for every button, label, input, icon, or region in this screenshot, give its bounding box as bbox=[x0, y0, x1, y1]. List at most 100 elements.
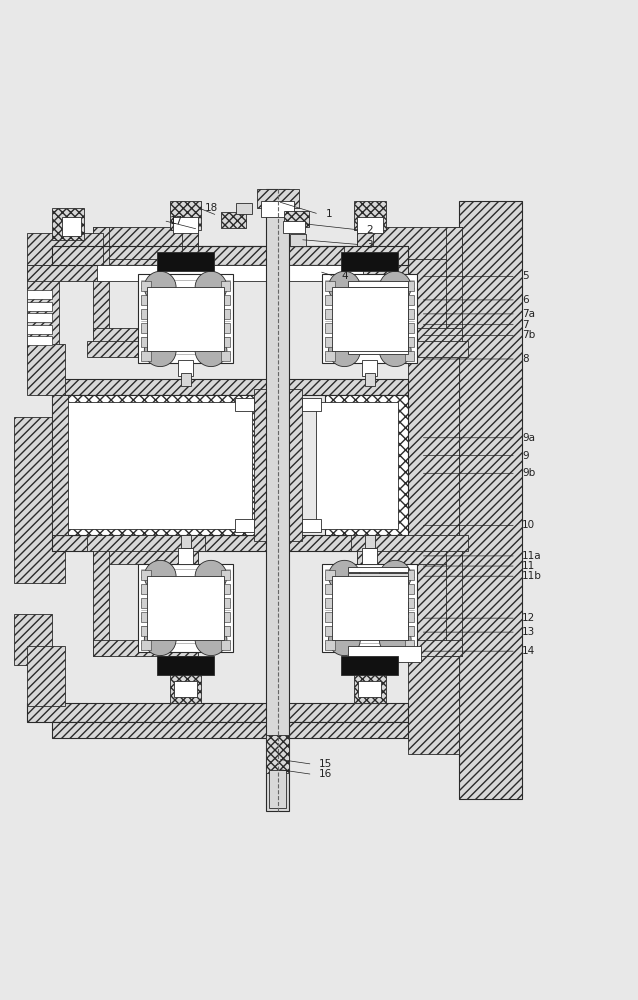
Text: 17: 17 bbox=[170, 216, 183, 226]
Bar bbox=[365, 535, 375, 548]
Bar bbox=[27, 646, 65, 706]
Bar bbox=[446, 227, 462, 335]
Bar bbox=[348, 573, 408, 578]
Bar bbox=[27, 344, 65, 395]
Bar bbox=[348, 567, 408, 572]
Circle shape bbox=[195, 624, 227, 656]
Bar bbox=[178, 360, 193, 376]
Text: 10: 10 bbox=[523, 520, 535, 530]
Circle shape bbox=[329, 624, 360, 656]
Bar bbox=[27, 325, 52, 334]
Bar bbox=[94, 328, 198, 344]
Bar bbox=[94, 548, 109, 656]
Bar bbox=[357, 548, 462, 564]
Bar bbox=[362, 548, 378, 564]
Bar bbox=[348, 579, 408, 584]
Text: 9: 9 bbox=[523, 451, 529, 461]
Circle shape bbox=[195, 335, 227, 367]
Bar bbox=[221, 323, 230, 333]
Bar bbox=[348, 289, 408, 294]
Bar bbox=[404, 570, 414, 580]
Bar bbox=[357, 227, 373, 335]
Bar bbox=[141, 323, 151, 333]
Text: 13: 13 bbox=[523, 627, 535, 637]
Bar bbox=[52, 246, 408, 265]
Bar bbox=[256, 189, 299, 208]
Circle shape bbox=[380, 624, 411, 656]
Bar bbox=[269, 770, 286, 808]
Text: 12: 12 bbox=[523, 613, 535, 623]
Bar bbox=[141, 640, 151, 650]
Bar bbox=[27, 265, 59, 354]
Bar bbox=[94, 227, 109, 335]
Bar bbox=[52, 395, 68, 535]
Circle shape bbox=[144, 271, 176, 303]
Circle shape bbox=[144, 624, 176, 656]
Bar bbox=[221, 584, 230, 594]
Bar bbox=[52, 246, 408, 265]
Text: 18: 18 bbox=[205, 203, 218, 213]
Bar bbox=[357, 328, 462, 344]
Bar bbox=[94, 227, 198, 259]
Bar bbox=[141, 570, 151, 580]
Bar bbox=[138, 274, 234, 363]
Bar bbox=[253, 389, 302, 541]
Bar bbox=[52, 722, 408, 738]
Bar bbox=[325, 395, 408, 535]
Circle shape bbox=[144, 560, 176, 592]
Bar bbox=[266, 735, 289, 773]
Bar bbox=[141, 598, 151, 608]
Circle shape bbox=[329, 560, 360, 592]
Bar bbox=[27, 336, 52, 345]
Bar bbox=[404, 295, 414, 305]
Bar bbox=[341, 656, 398, 675]
Bar bbox=[182, 227, 198, 335]
Bar bbox=[181, 373, 191, 386]
Bar bbox=[351, 341, 468, 357]
Bar bbox=[332, 287, 408, 351]
Bar bbox=[181, 535, 191, 548]
Bar bbox=[62, 217, 81, 236]
Bar bbox=[173, 217, 198, 233]
Circle shape bbox=[329, 271, 360, 303]
Bar bbox=[302, 519, 321, 532]
Bar bbox=[348, 302, 408, 307]
Circle shape bbox=[195, 560, 227, 592]
Circle shape bbox=[380, 335, 411, 367]
Bar bbox=[354, 672, 386, 703]
Bar bbox=[325, 295, 335, 305]
Bar bbox=[94, 640, 198, 656]
Bar bbox=[147, 287, 224, 351]
Text: 9b: 9b bbox=[523, 468, 535, 478]
Bar bbox=[325, 570, 335, 580]
Bar bbox=[174, 681, 197, 697]
Bar bbox=[316, 402, 398, 529]
Bar bbox=[325, 584, 335, 594]
Bar bbox=[266, 189, 289, 811]
Text: 11a: 11a bbox=[523, 551, 542, 561]
Bar bbox=[357, 227, 462, 259]
Bar bbox=[141, 309, 151, 319]
Bar bbox=[235, 398, 253, 411]
Bar bbox=[141, 584, 151, 594]
Bar bbox=[325, 626, 335, 636]
Bar bbox=[459, 201, 523, 799]
Text: 15: 15 bbox=[319, 759, 332, 769]
Text: 8: 8 bbox=[523, 354, 529, 364]
Bar bbox=[284, 211, 309, 227]
Bar bbox=[345, 246, 408, 360]
Text: 11: 11 bbox=[523, 561, 535, 571]
Bar bbox=[27, 290, 52, 299]
Bar bbox=[141, 295, 151, 305]
Bar bbox=[27, 703, 408, 722]
Bar bbox=[357, 640, 462, 656]
Bar bbox=[348, 618, 408, 630]
Circle shape bbox=[195, 271, 227, 303]
Bar bbox=[357, 548, 373, 656]
Bar bbox=[404, 612, 414, 622]
Bar bbox=[157, 252, 214, 271]
Bar bbox=[182, 548, 198, 656]
Bar bbox=[141, 351, 151, 361]
Bar bbox=[408, 246, 459, 754]
Bar bbox=[357, 217, 383, 233]
